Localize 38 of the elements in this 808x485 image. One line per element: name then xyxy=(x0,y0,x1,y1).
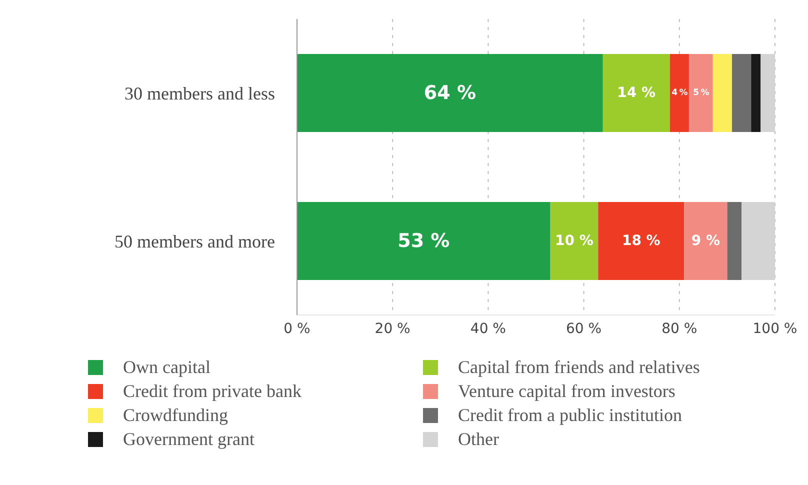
data-label: 53 % xyxy=(398,230,450,252)
bar xyxy=(550,202,598,280)
data-label: 10 % xyxy=(555,233,594,249)
y-tick-label: 50 members and more xyxy=(114,231,276,252)
legend-label: Credit from private bank xyxy=(123,381,302,402)
bar xyxy=(688,54,713,132)
bar xyxy=(751,54,761,132)
data-label: 9 % xyxy=(691,233,720,249)
legend-label: Government grant xyxy=(123,429,254,450)
data-label: 64 % xyxy=(424,82,476,104)
data-label: 5 % xyxy=(693,88,710,98)
bar xyxy=(297,54,603,132)
legend-label: Capital from friends and relatives xyxy=(458,357,700,378)
legend-label: Crowdfunding xyxy=(123,405,228,426)
x-tick-label: 100 % xyxy=(752,320,798,337)
bar xyxy=(598,202,684,280)
x-tick-label: 60 % xyxy=(566,320,602,337)
bar xyxy=(742,202,775,280)
legend-label: Credit from a public institution xyxy=(458,405,682,426)
bar xyxy=(297,202,550,280)
x-tick-label: 0 % xyxy=(284,320,310,337)
x-tick-label: 20 % xyxy=(374,320,410,337)
bar xyxy=(727,202,742,280)
data-label: 4 % xyxy=(672,88,688,98)
bar xyxy=(684,202,728,280)
x-tick-label: 40 % xyxy=(470,320,506,337)
data-label: 14 % xyxy=(617,85,656,101)
data-label: 18 % xyxy=(622,233,660,249)
bar xyxy=(712,54,732,132)
legend-label: Own capital xyxy=(123,357,210,378)
bar xyxy=(670,54,689,132)
bar xyxy=(732,54,752,132)
bar xyxy=(602,54,670,132)
legend-label: Venture capital from investors xyxy=(458,381,676,402)
y-tick-label: 30 members and less xyxy=(124,83,275,104)
legend-label: Other xyxy=(458,429,499,450)
x-tick-label: 80 % xyxy=(662,320,698,337)
bar xyxy=(760,54,775,132)
